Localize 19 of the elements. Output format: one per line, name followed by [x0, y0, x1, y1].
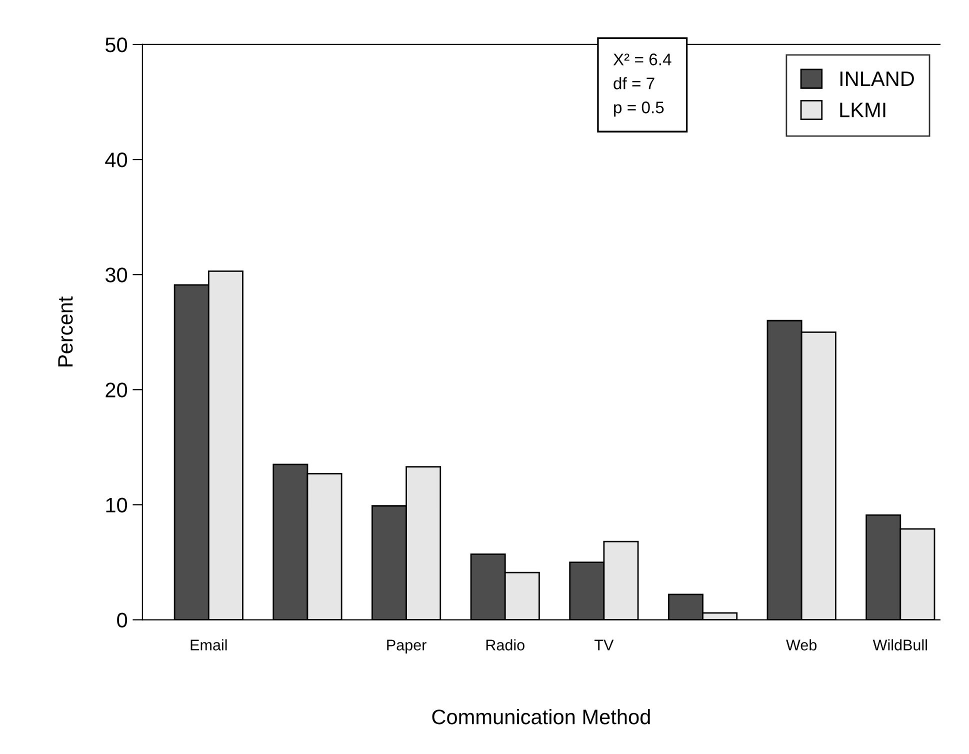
y-tick-label: 30	[105, 268, 128, 282]
x-tick-label: TV	[594, 640, 614, 650]
x-tick-label: WildBull	[872, 639, 927, 650]
x-tick-label: Email	[190, 639, 227, 650]
annotation: p = 0.5	[614, 102, 664, 117]
annotation: df = 7	[614, 77, 654, 90]
y-axis-title: Percent	[58, 296, 73, 366]
x-axis-title: Communication Method	[432, 709, 650, 724]
x-tick-label: Paper	[387, 640, 426, 654]
x-tick-label: Radio	[486, 639, 524, 650]
legend-label: LKMI	[840, 102, 886, 118]
y-tick-label: 50	[106, 37, 128, 52]
y-tick-label: 40	[105, 152, 128, 168]
y-tick-label: 0	[117, 612, 128, 628]
x-tick-label: Web	[786, 639, 817, 650]
legend-label: INLAND	[840, 72, 914, 86]
y-tick-label: 20	[106, 382, 128, 398]
annotation: X² = 6.4	[613, 54, 672, 66]
y-tick-label: 10	[106, 498, 128, 512]
